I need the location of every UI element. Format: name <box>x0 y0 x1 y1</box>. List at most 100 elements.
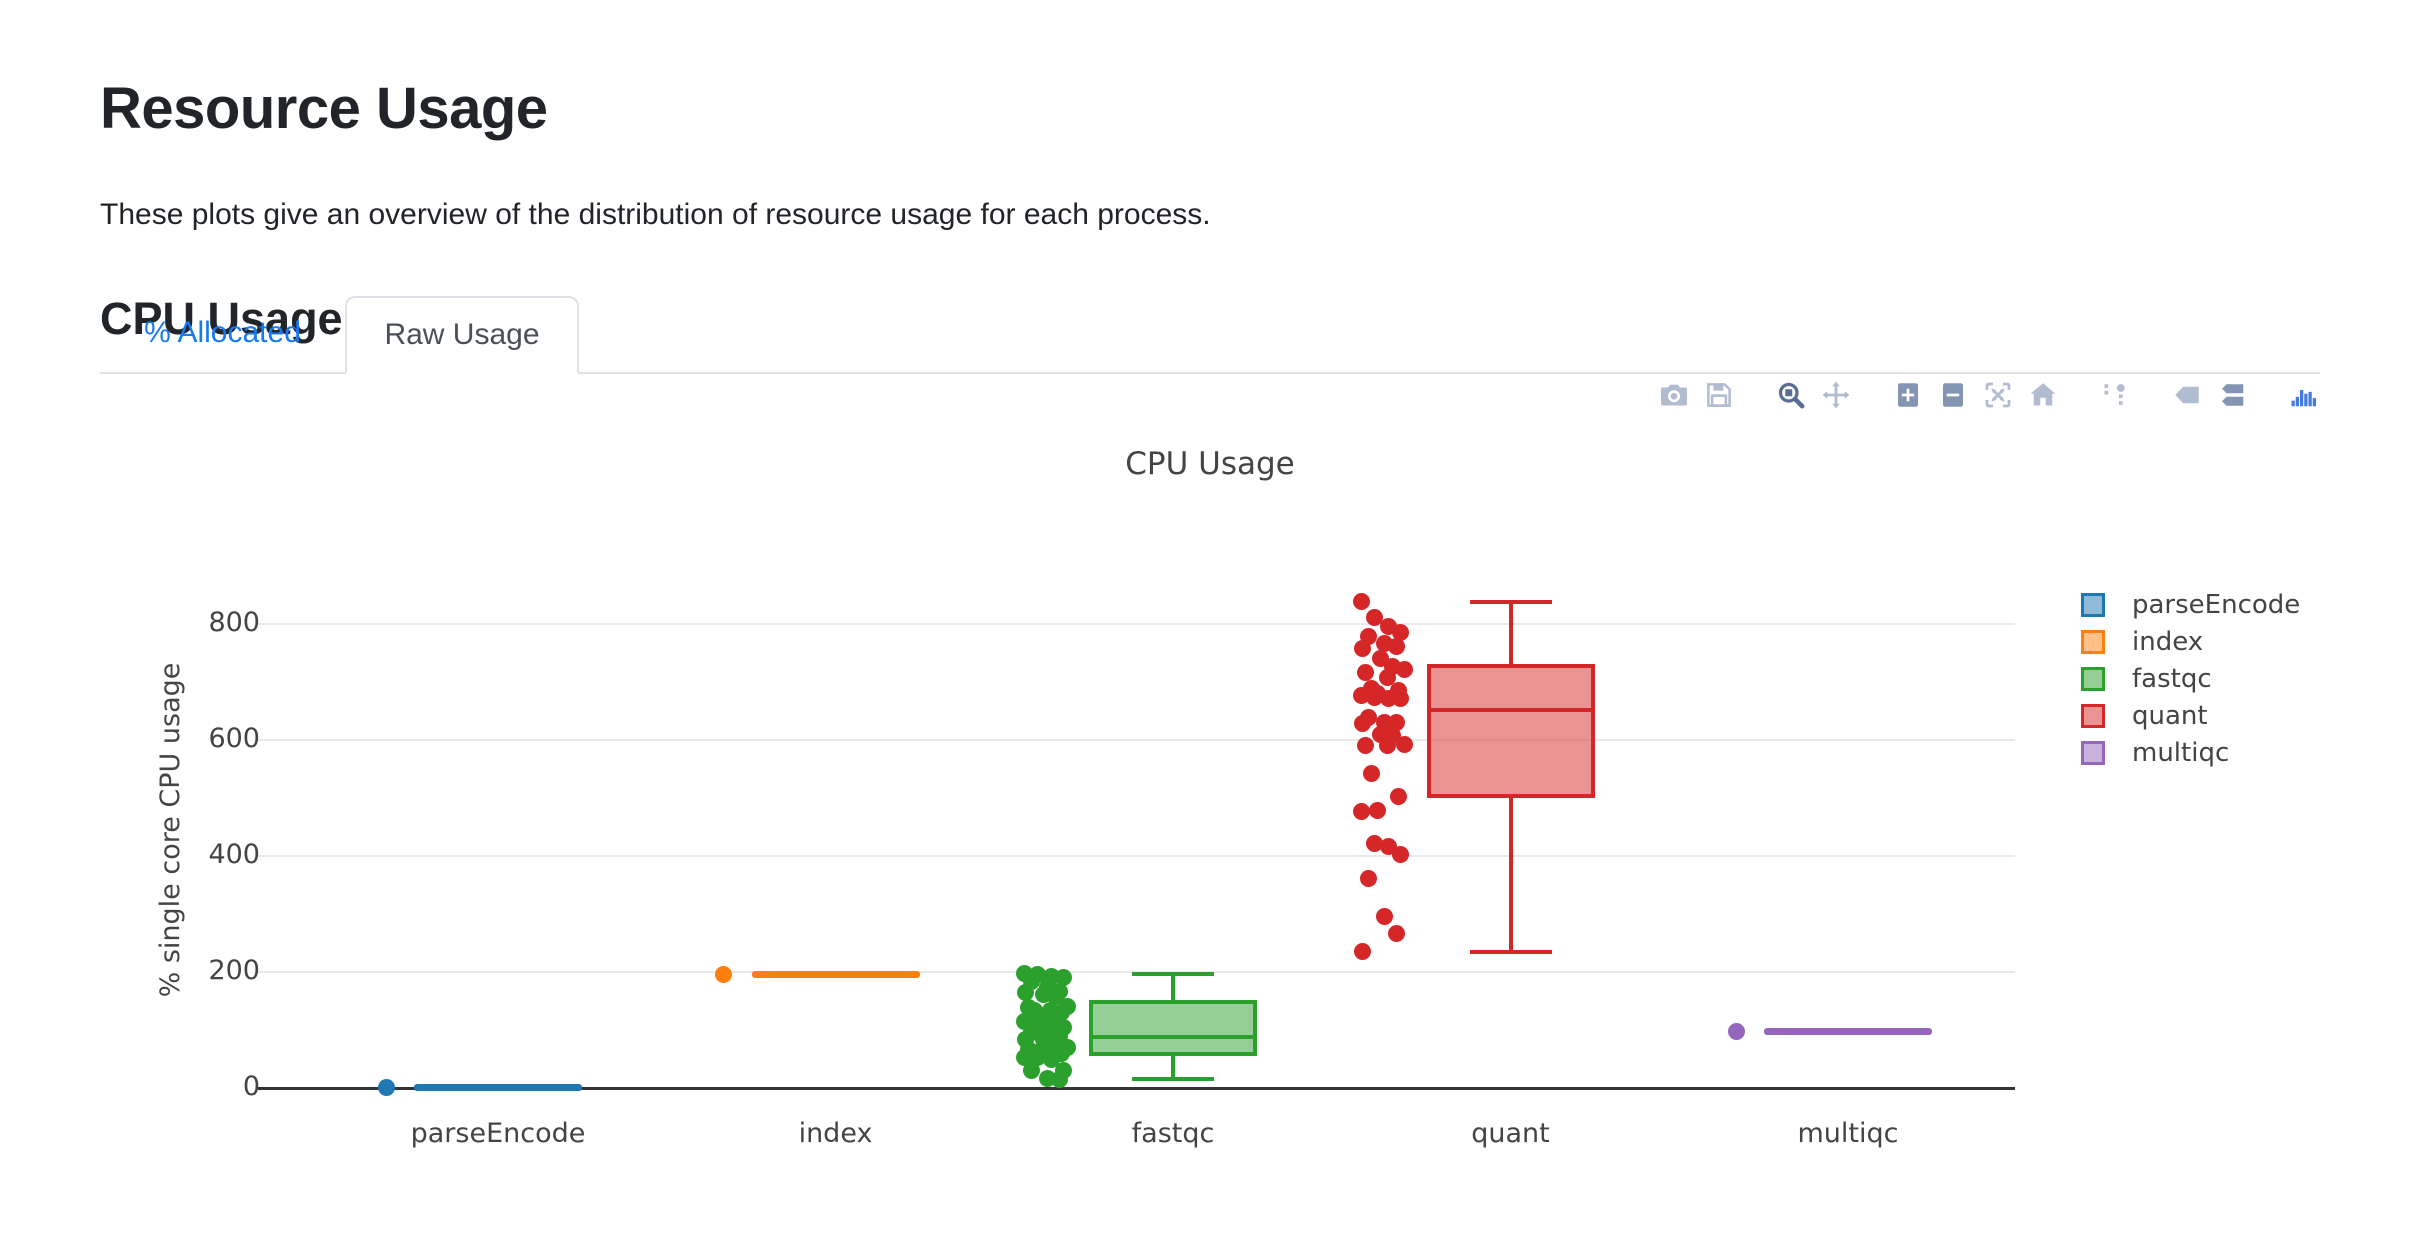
data-point-quant <box>1353 687 1370 705</box>
data-point-quant <box>1366 688 1383 706</box>
data-point-fastqc <box>1016 984 1034 1002</box>
x-tick-label-quant: quant <box>1471 1118 1550 1149</box>
save-icon[interactable] <box>1703 379 1735 411</box>
data-point-quant <box>1357 737 1374 755</box>
median-quant <box>1426 707 1595 712</box>
data-point-fastqc <box>1052 1003 1070 1021</box>
whisker-lower-fastqc <box>1171 1056 1175 1080</box>
legend-label: parseEncode <box>2132 590 2301 620</box>
page-title: Resource Usage <box>100 75 548 141</box>
box-index <box>751 971 920 979</box>
y-tick-label: 600 <box>208 723 260 754</box>
zoom-icon[interactable] <box>1775 379 1807 411</box>
data-point-quant <box>1360 869 1377 887</box>
data-point-quant <box>1369 801 1386 819</box>
spikelines-icon[interactable] <box>2099 379 2131 411</box>
legend-label: index <box>2132 627 2204 657</box>
gridline-600 <box>258 739 2015 741</box>
data-point-quant <box>1354 715 1371 733</box>
plotly-logo-icon[interactable] <box>2288 379 2320 411</box>
legend-item-fastqc[interactable]: fastqc <box>2081 664 2300 694</box>
box-fastqc <box>1089 999 1257 1057</box>
legend-swatch <box>2081 667 2105 691</box>
data-point-quant <box>1379 668 1396 686</box>
legend-item-index[interactable]: index <box>2081 627 2300 657</box>
data-point-quant <box>1357 663 1374 681</box>
data-point-multiqc <box>1727 1022 1745 1040</box>
x-tick-label-multiqc: multiqc <box>1797 1118 1899 1149</box>
data-point-index <box>715 966 732 984</box>
zoom-in-icon[interactable] <box>1892 379 1924 411</box>
whisker-cap-upper-fastqc <box>1132 971 1214 976</box>
x-tick-label-fastqc: fastqc <box>1131 1118 1215 1149</box>
legend-swatch <box>2081 704 2105 728</box>
data-point-quant <box>1366 608 1383 626</box>
tab-bar: % Allocated Raw Usage <box>100 296 2320 374</box>
x-axis-line <box>258 1086 2015 1090</box>
data-point-quant <box>1376 908 1393 926</box>
median-fastqc <box>1089 1034 1257 1039</box>
data-point-quant <box>1353 803 1370 821</box>
y-tick-label: 400 <box>208 839 260 870</box>
legend-label: multiqc <box>2132 738 2230 768</box>
data-point-quant <box>1396 735 1413 753</box>
chart-title: CPU Usage <box>1125 446 1295 482</box>
legend-swatch <box>2081 630 2105 654</box>
reset-axes-icon[interactable] <box>2027 379 2059 411</box>
data-point-quant <box>1353 593 1370 611</box>
gridline-400 <box>258 855 2015 857</box>
y-tick-label: 0 <box>242 1071 260 1102</box>
legend-swatch <box>2081 741 2105 765</box>
data-point-quant <box>1379 737 1396 755</box>
y-tick-label: 800 <box>208 607 260 638</box>
legend: parseEncode index fastqc quant multiqc <box>2081 590 2301 776</box>
legend-item-quant[interactable]: quant <box>2081 701 2300 731</box>
legend-swatch <box>2081 593 2105 617</box>
data-point-fastqc <box>1042 1050 1060 1068</box>
whisker-upper-quant <box>1508 601 1513 664</box>
x-tick-label-index: index <box>798 1118 873 1149</box>
zoom-out-icon[interactable] <box>1937 379 1969 411</box>
legend-label: fastqc <box>2132 664 2212 694</box>
page-subtitle: These plots give an overview of the dist… <box>100 198 1211 231</box>
legend-item-multiqc[interactable]: multiqc <box>2081 738 2300 768</box>
tab-raw-usage[interactable]: Raw Usage <box>345 296 579 374</box>
tab-percent-allocated[interactable]: % Allocated <box>144 316 301 349</box>
legend-item-parseEncode[interactable]: parseEncode <box>2081 590 2301 620</box>
legend-label: quant <box>2132 701 2208 731</box>
hover-compare-icon[interactable] <box>2216 379 2248 411</box>
data-point-quant <box>1388 714 1405 732</box>
x-tick-label-parseEncode: parseEncode <box>410 1118 586 1149</box>
data-point-fastqc <box>1050 1070 1068 1088</box>
data-point-fastqc <box>1015 1048 1033 1066</box>
gridline-800 <box>258 623 2015 625</box>
data-point-fastqc <box>1054 968 1072 986</box>
whisker-cap-lower-fastqc <box>1132 1077 1214 1082</box>
whisker-cap-upper-quant <box>1469 599 1552 604</box>
data-point-quant <box>1390 788 1407 806</box>
whisker-lower-quant <box>1508 798 1513 952</box>
box-quant <box>1426 664 1595 798</box>
pan-icon[interactable] <box>1820 379 1852 411</box>
section-heading: CPU Usage <box>100 293 343 345</box>
data-point-quant <box>1388 924 1405 942</box>
box-multiqc <box>1764 1027 1932 1035</box>
autoscale-icon[interactable] <box>1982 379 2014 411</box>
plotly-modebar <box>1645 379 2320 411</box>
camera-icon[interactable] <box>1658 379 1690 411</box>
data-point-quant <box>1388 637 1405 655</box>
data-point-parseEncode <box>377 1079 395 1097</box>
y-tick-label: 200 <box>208 955 260 986</box>
data-point-quant <box>1354 942 1371 960</box>
hover-closest-icon[interactable] <box>2171 379 2203 411</box>
whisker-cap-lower-quant <box>1469 949 1552 954</box>
box-parseEncode <box>414 1084 582 1092</box>
whisker-upper-fastqc <box>1171 973 1175 1000</box>
data-point-quant <box>1396 661 1413 679</box>
data-point-quant <box>1354 639 1371 657</box>
data-point-quant <box>1392 624 1409 642</box>
data-point-quant <box>1363 764 1380 782</box>
data-point-quant <box>1392 846 1409 864</box>
